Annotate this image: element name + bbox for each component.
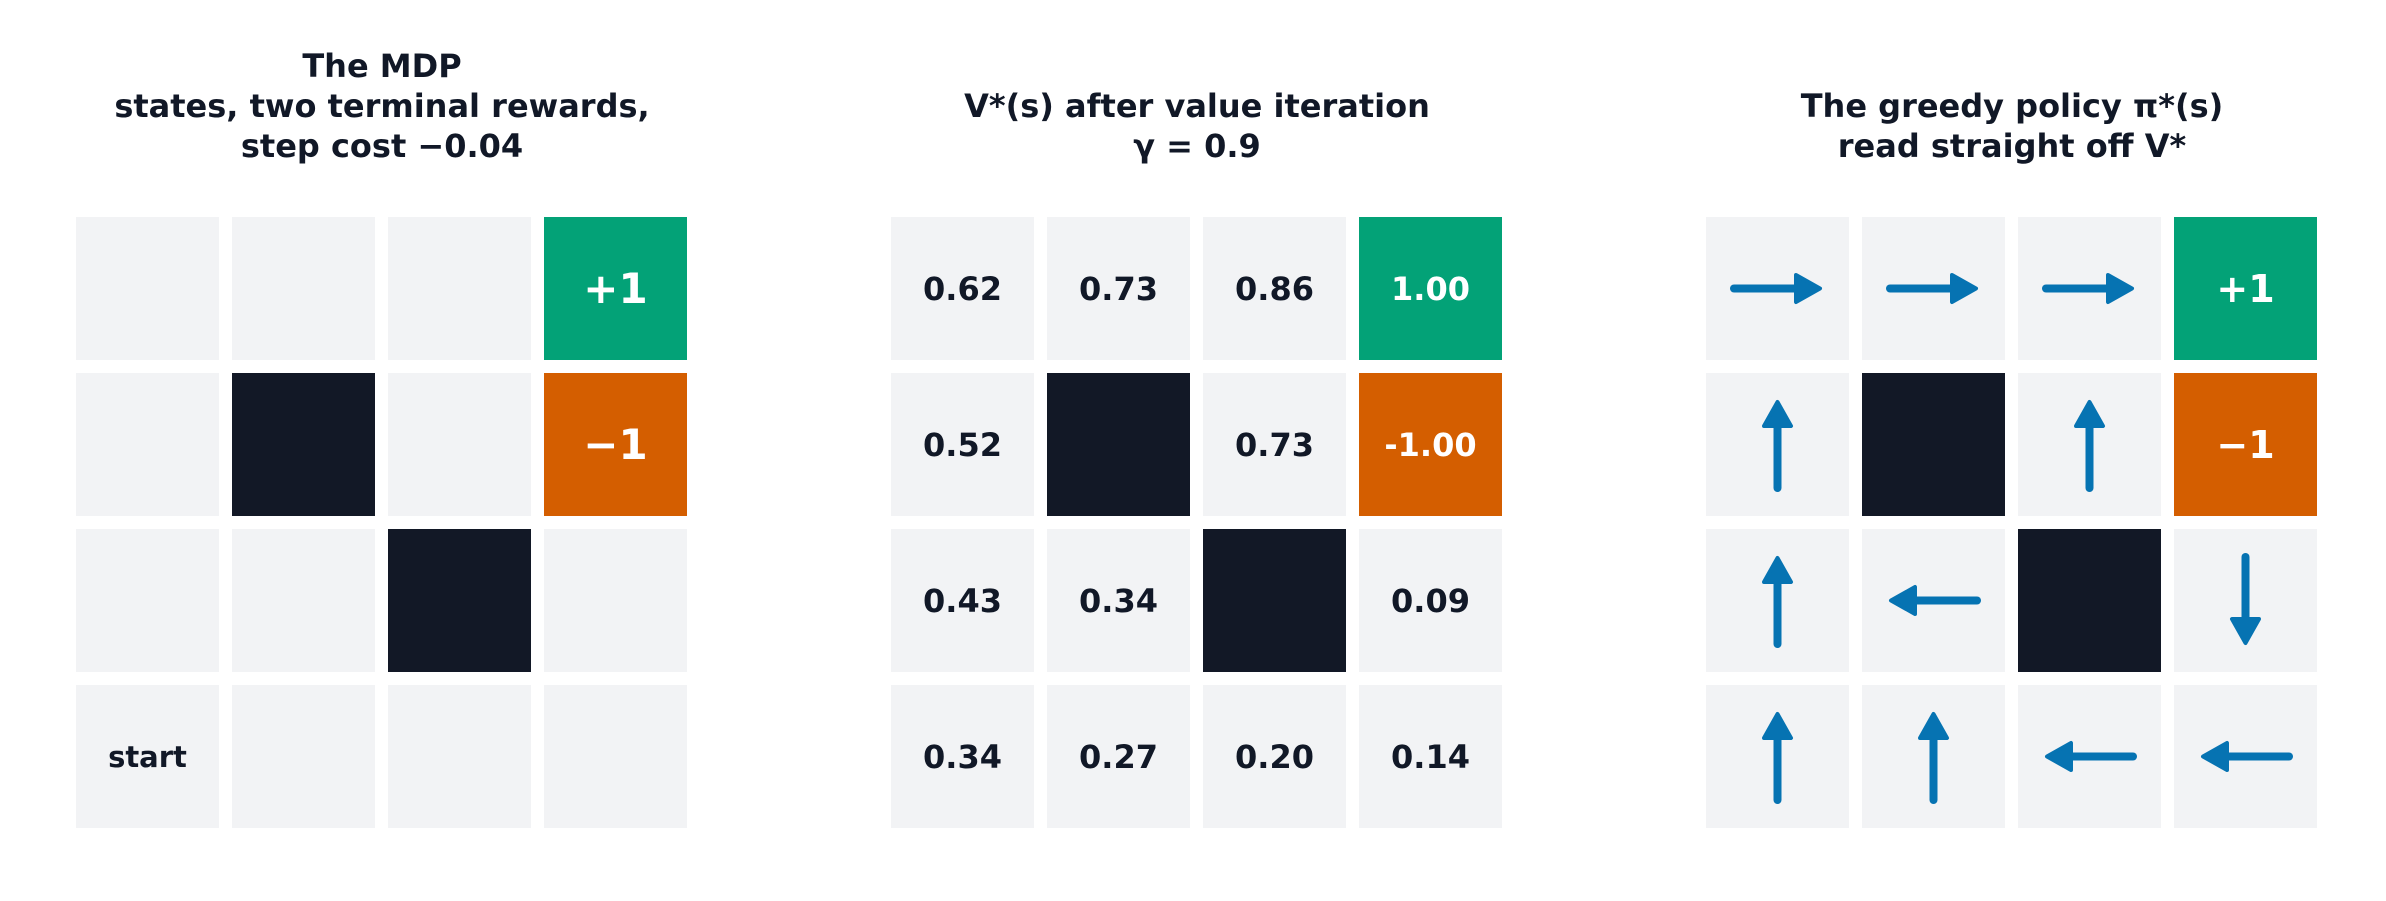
values-cell-r3-c0: 0.34 (891, 685, 1034, 828)
policy-title: The greedy policy π*(s) read straight of… (1800, 87, 2224, 165)
mdp-cell-r0-c0 (76, 217, 219, 360)
arrow-up-icon (1762, 400, 1793, 492)
mdp-cell-r1-c1 (232, 373, 375, 516)
mdp-cell-r3-c0: start (76, 685, 219, 828)
positive-reward-label: +1 (2216, 266, 2275, 311)
state-value: 0.62 (923, 269, 1002, 308)
policy-cell-r2-c0 (1706, 529, 1849, 672)
values-cell-r3-c3: 0.14 (1359, 685, 1502, 828)
state-value: 0.43 (923, 581, 1002, 620)
arrow-down-icon (2230, 553, 2261, 645)
values-cell-r3-c2: 0.20 (1203, 685, 1346, 828)
values-panel: V*(s) after value iteration γ = 0.9 0.62… (891, 0, 1503, 901)
state-value: 0.27 (1079, 737, 1158, 776)
arrow-up-icon (2074, 400, 2105, 492)
mdp-grid: +1 −1 start (76, 217, 687, 828)
state-value: 0.52 (923, 425, 1002, 464)
values-cell-r1-c1 (1047, 373, 1190, 516)
mdp-cell-r1-c0 (76, 373, 219, 516)
arrow-up-icon (1762, 712, 1793, 804)
negative-reward-label: −1 (2216, 422, 2275, 467)
arrow-up-icon (1762, 556, 1793, 648)
policy-cell-r1-c0 (1706, 373, 1849, 516)
values-cell-r0-c3: 1.00 (1359, 217, 1502, 360)
mdp-cell-r3-c2 (388, 685, 531, 828)
negative-reward-label: −1 (583, 420, 648, 469)
mdp-title: The MDP states, two terminal rewards, st… (114, 47, 650, 165)
values-cell-r1-c2: 0.73 (1203, 373, 1346, 516)
state-value: 1.00 (1391, 269, 1470, 308)
mdp-cell-r0-c1 (232, 217, 375, 360)
mdp-cell-r1-c3: −1 (544, 373, 687, 516)
arrow-right-icon (1730, 273, 1822, 304)
policy-cell-r2-c1 (1862, 529, 2005, 672)
state-value: -1.00 (1384, 425, 1477, 464)
start-label: start (108, 739, 187, 774)
values-title: V*(s) after value iteration γ = 0.9 (964, 87, 1430, 165)
values-cell-r0-c2: 0.86 (1203, 217, 1346, 360)
values-cell-r2-c2 (1203, 529, 1346, 672)
mdp-panel: The MDP states, two terminal rewards, st… (76, 0, 688, 901)
policy-cell-r1-c3: −1 (2174, 373, 2317, 516)
state-value: 0.09 (1391, 581, 1470, 620)
state-value: 0.73 (1079, 269, 1158, 308)
policy-cell-r3-c3 (2174, 685, 2317, 828)
arrow-right-icon (1886, 273, 1978, 304)
mdp-cell-r2-c3 (544, 529, 687, 672)
state-value: 0.73 (1235, 425, 1314, 464)
policy-cell-r0-c3: +1 (2174, 217, 2317, 360)
mdp-cell-r2-c0 (76, 529, 219, 672)
values-cell-r0-c1: 0.73 (1047, 217, 1190, 360)
mdp-cell-r0-c3: +1 (544, 217, 687, 360)
policy-cell-r1-c2 (2018, 373, 2161, 516)
policy-cell-r2-c2 (2018, 529, 2161, 672)
state-value: 0.34 (923, 737, 1002, 776)
arrow-left-icon (2201, 741, 2293, 772)
mdp-cell-r0-c2 (388, 217, 531, 360)
mdp-cell-r2-c2 (388, 529, 531, 672)
policy-cell-r0-c0 (1706, 217, 1849, 360)
policy-cell-r3-c2 (2018, 685, 2161, 828)
values-grid: 0.62 0.73 0.86 1.00 0.52 0.73 -1.00 0.43 0.34 0.0… (891, 217, 1502, 828)
values-cell-r3-c1: 0.27 (1047, 685, 1190, 828)
values-cell-r1-c3: -1.00 (1359, 373, 1502, 516)
state-value: 0.14 (1391, 737, 1470, 776)
values-cell-r2-c1: 0.34 (1047, 529, 1190, 672)
state-value: 0.86 (1235, 269, 1314, 308)
values-cell-r0-c0: 0.62 (891, 217, 1034, 360)
mdp-cell-r3-c3 (544, 685, 687, 828)
arrow-up-icon (1918, 712, 1949, 804)
mdp-cell-r2-c1 (232, 529, 375, 672)
arrow-left-icon (2045, 741, 2137, 772)
policy-cell-r2-c3 (2174, 529, 2317, 672)
mdp-cell-r3-c1 (232, 685, 375, 828)
arrow-left-icon (1889, 585, 1981, 616)
arrow-right-icon (2042, 273, 2134, 304)
state-value: 0.20 (1235, 737, 1314, 776)
policy-grid: +1 −1 (1706, 217, 2317, 828)
values-cell-r2-c3: 0.09 (1359, 529, 1502, 672)
policy-cell-r3-c1 (1862, 685, 2005, 828)
mdp-cell-r1-c2 (388, 373, 531, 516)
policy-panel: The greedy policy π*(s) read straight of… (1706, 0, 2318, 901)
policy-cell-r3-c0 (1706, 685, 1849, 828)
policy-cell-r1-c1 (1862, 373, 2005, 516)
values-cell-r1-c0: 0.52 (891, 373, 1034, 516)
state-value: 0.34 (1079, 581, 1158, 620)
positive-reward-label: +1 (583, 264, 648, 313)
policy-cell-r0-c1 (1862, 217, 2005, 360)
values-cell-r2-c0: 0.43 (891, 529, 1034, 672)
policy-cell-r0-c2 (2018, 217, 2161, 360)
